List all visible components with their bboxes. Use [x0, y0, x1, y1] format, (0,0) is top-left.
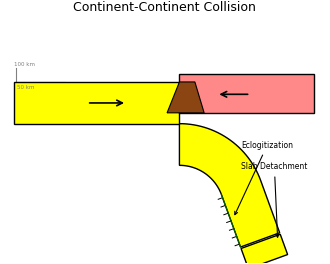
- Polygon shape: [14, 82, 180, 124]
- Text: Eclogitization: Eclogitization: [235, 141, 293, 215]
- Text: Slab Detachment: Slab Detachment: [241, 162, 308, 237]
- Polygon shape: [180, 124, 280, 247]
- Polygon shape: [180, 74, 314, 113]
- Polygon shape: [241, 234, 288, 264]
- Text: 50 km: 50 km: [17, 85, 35, 90]
- Polygon shape: [167, 82, 204, 113]
- Title: Continent-Continent Collision: Continent-Continent Collision: [73, 1, 255, 15]
- Text: 100 km: 100 km: [14, 62, 35, 67]
